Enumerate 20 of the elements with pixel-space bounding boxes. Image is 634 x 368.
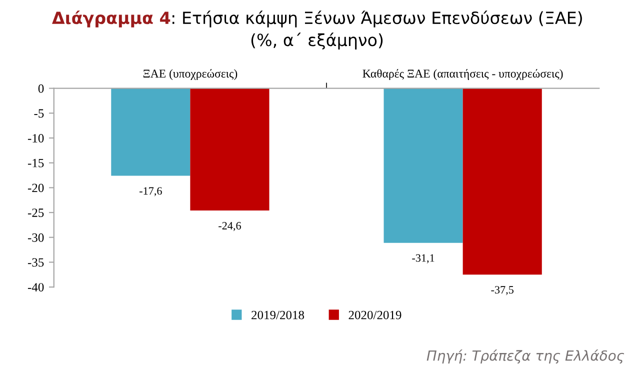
- legend-label: 2020/2019: [348, 310, 402, 320]
- text: Πηγή: Τράπεζα της Ελλάδος: [426, 350, 624, 364]
- y-tick-label: -40: [28, 283, 44, 292]
- y-tick-label: -20: [28, 184, 44, 192]
- legend-label: 2019/2018: [252, 310, 304, 320]
- data-label: -24,6: [218, 222, 241, 232]
- chart-title: Διάγραμμα 4: Ετήσια κάμψη Ξένων Άμεσων Επενδύσεων (ΞΑΕ): [52, 10, 582, 28]
- data-label: -37,5: [491, 286, 514, 296]
- y-tick-label: -35: [28, 258, 44, 267]
- chart-subtitle: (%, α΄ εξάμηνο): [251, 32, 383, 50]
- y-tick-label: -5: [34, 109, 44, 118]
- y-tick-label: -30: [28, 233, 44, 242]
- x-tick-label: Καθαρές ΞΑΕ (απαιτήσεις - υποχρεώσεις): [362, 69, 563, 80]
- data-label: -31,1: [412, 254, 434, 264]
- x-tick-label: ΞΑΕ (υποχρεώσεις): [143, 69, 238, 80]
- y-tick-label: -25: [28, 208, 44, 217]
- y-tick-label: 0: [38, 84, 44, 93]
- y-tick-label: -10: [28, 134, 44, 142]
- data-label: -17,6: [140, 187, 162, 196]
- y-tick-label: -15: [28, 158, 44, 168]
